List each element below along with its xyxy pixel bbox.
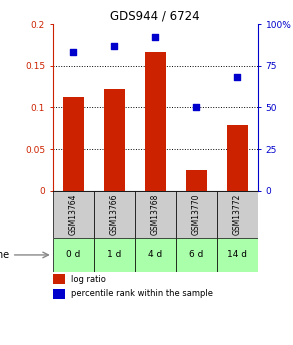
Text: percentile rank within the sample: percentile rank within the sample bbox=[71, 289, 213, 298]
Bar bbox=[145, 52, 166, 191]
Text: GSM13772: GSM13772 bbox=[233, 194, 242, 235]
Bar bbox=[53, 289, 65, 299]
Bar bbox=[135, 191, 176, 238]
Text: GSM13764: GSM13764 bbox=[69, 194, 78, 235]
Point bbox=[112, 43, 117, 49]
Text: log ratio: log ratio bbox=[71, 275, 106, 284]
Bar bbox=[186, 170, 207, 191]
Bar bbox=[217, 191, 258, 238]
Bar bbox=[53, 238, 94, 272]
Bar bbox=[53, 275, 65, 284]
Bar bbox=[94, 191, 135, 238]
Bar bbox=[94, 238, 135, 272]
Bar bbox=[53, 191, 94, 238]
Text: 0 d: 0 d bbox=[66, 250, 81, 259]
Bar bbox=[217, 238, 258, 272]
Text: GSM13770: GSM13770 bbox=[192, 194, 201, 235]
Point bbox=[235, 75, 240, 80]
Text: GSM13766: GSM13766 bbox=[110, 194, 119, 235]
Text: 6 d: 6 d bbox=[189, 250, 204, 259]
Bar bbox=[104, 89, 125, 191]
Bar bbox=[227, 125, 248, 191]
Title: GDS944 / 6724: GDS944 / 6724 bbox=[110, 10, 200, 23]
Point bbox=[71, 50, 76, 55]
Point bbox=[153, 35, 158, 40]
Text: 1 d: 1 d bbox=[107, 250, 122, 259]
Bar bbox=[176, 238, 217, 272]
Text: 14 d: 14 d bbox=[227, 250, 247, 259]
Bar bbox=[63, 97, 84, 191]
Bar bbox=[176, 191, 217, 238]
Text: 4 d: 4 d bbox=[148, 250, 162, 259]
Text: GSM13768: GSM13768 bbox=[151, 194, 160, 235]
Text: time: time bbox=[0, 250, 10, 260]
Point bbox=[194, 105, 199, 110]
Bar bbox=[135, 238, 176, 272]
